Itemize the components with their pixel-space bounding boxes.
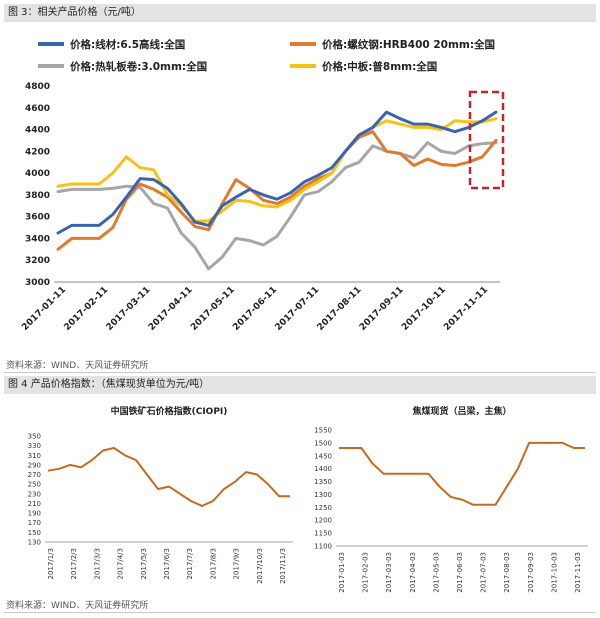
chart-legend: 价格:线材:6.5高线:全国 价格:螺纹钢:HRB400 20mm:全国价格:热轧…: [38, 38, 495, 73]
x-tick-label: 2017/11/3: [279, 548, 287, 584]
y-tick-label: 210: [28, 500, 41, 508]
x-tick-label: 2017-04-03: [409, 552, 417, 593]
y-tick-label: 290: [28, 461, 41, 469]
x-tick-label: 2017-05-03: [432, 552, 440, 593]
y-tick-label: 1200: [314, 517, 332, 525]
y-tick-label: 250: [28, 481, 41, 489]
y-tick-label: 4600: [25, 104, 50, 114]
x-tick-label: 2017-06-11: [231, 285, 279, 333]
x-tick-label: 2017/2/3: [70, 548, 78, 579]
series-line: [56, 117, 498, 223]
x-tick-label: 2017-11-03: [574, 552, 582, 593]
steel-price-line-chart: 价格:线材:6.5高线:全国 价格:螺纹钢:HRB400 20mm:全国价格:热轧…: [20, 38, 505, 333]
x-tick-label: 2017-08-03: [503, 552, 511, 593]
x-tick-label: 2017-09-11: [358, 285, 406, 333]
series-line: [339, 441, 585, 506]
y-tick-label: 330: [28, 442, 41, 450]
x-tick-label: 2017/1/3: [47, 548, 55, 579]
x-tick-label: 2017-07-11: [274, 285, 322, 333]
x-tick-label: 2017-03-11: [105, 285, 153, 333]
chart-series: [56, 110, 498, 271]
x-tick-label: 2017-11-11: [442, 285, 490, 333]
y-tick-label: 190: [28, 510, 41, 518]
x-tick-label: 2017-05-11: [189, 285, 237, 333]
legend-label: 价格:螺纹钢:HRB400 20mm:全国: [322, 38, 495, 51]
y-tick-label: 170: [28, 519, 41, 527]
series-line: [56, 141, 498, 271]
y-tick-label: 270: [28, 471, 41, 479]
y-tick-label: 1100: [314, 543, 332, 551]
y-tick-label: 1250: [314, 504, 332, 512]
x-tick-label: 2017/5/3: [140, 548, 148, 579]
x-tick-label: 2017-06-03: [456, 552, 464, 593]
y-tick-label: 4800: [25, 82, 50, 92]
coking-coal-spot-chart: 焦煤现货（吕梁，主焦） 1100 1150 1200 1250 1300 1350 1400 1…: [314, 405, 588, 593]
chart-title: 焦煤现货（吕梁，主焦）: [411, 405, 511, 417]
y-tick-label: 1450: [314, 452, 332, 460]
y-tick-label: 3200: [25, 256, 50, 266]
x-tick-label: 2017/9/3: [233, 548, 241, 579]
legend-label: 价格:热轧板卷:3.0mm:全国: [70, 60, 207, 73]
x-tick-label: 2017-09-03: [527, 552, 535, 593]
x-tick-label: 2017/10/3: [256, 548, 264, 584]
y-tick-label: 3600: [25, 213, 50, 223]
y-tick-label: 1550: [314, 427, 332, 435]
x-tick-label: 2017-10-03: [550, 552, 558, 593]
figure-3-source: 资料来源：WIND、天风证券研究所: [6, 361, 149, 371]
legend-label: 价格:线材:6.5高线:全国: [70, 38, 185, 51]
series-line: [56, 130, 498, 251]
y-tick-label: 350: [28, 433, 41, 441]
x-tick-label: 2017-07-03: [480, 552, 488, 593]
divider-bottom: [4, 612, 596, 613]
figure-4-header: 图 4 产品价格指数：（焦煤现货单位为元/吨）: [4, 376, 596, 394]
x-tick-label: 2017/3/3: [93, 548, 101, 579]
series-line: [56, 110, 498, 235]
divider: [4, 372, 596, 373]
chart-axes: 3000 3200 3400 3600 3800 4000 4200 4400 4600 4800…: [20, 82, 500, 333]
y-tick-label: 1500: [314, 439, 332, 447]
y-tick-label: 310: [28, 452, 41, 460]
x-tick-label: 2017/4/3: [117, 548, 125, 579]
x-tick-label: 2017/8/3: [209, 548, 217, 579]
y-tick-label: 1400: [314, 465, 332, 473]
series-line: [47, 447, 290, 507]
y-tick-label: 3000: [25, 278, 50, 288]
x-tick-label: 2017-01-03: [338, 552, 346, 593]
y-tick-label: 1150: [314, 530, 332, 538]
figure-4-source: 资料来源：WIND、天风证券研究所: [6, 601, 149, 611]
y-tick-label: 4000: [25, 169, 50, 179]
y-tick-label: 3400: [25, 234, 50, 244]
figure-3-header: 图 3：相关产品价格（元/吨）: [4, 4, 596, 22]
y-tick-label: 150: [28, 529, 41, 537]
y-tick-label: 4200: [25, 147, 50, 157]
y-tick-label: 4400: [25, 126, 50, 136]
x-tick-label: 2017-04-11: [147, 285, 195, 333]
x-tick-label: 2017-02-11: [63, 285, 111, 333]
x-tick-label: 2017/6/3: [163, 548, 171, 579]
y-tick-label: 1350: [314, 478, 332, 486]
x-tick-label: 2017-08-11: [316, 285, 364, 333]
highlight-box: [468, 90, 505, 190]
legend-label: 价格:中板:普8mm:全国: [322, 60, 437, 73]
x-tick-label: 2017-10-11: [400, 285, 448, 333]
x-tick-label: 2017/7/3: [186, 548, 194, 579]
x-tick-label: 2017-01-11: [20, 285, 68, 333]
y-tick-label: 1300: [314, 491, 332, 499]
y-tick-label: 130: [28, 539, 41, 547]
y-tick-label: 3800: [25, 191, 50, 201]
y-tick-label: 230: [28, 490, 41, 498]
x-tick-label: 2017-03-03: [385, 552, 393, 593]
chart-title: 中国铁矿石价格指数(CIOPI): [111, 405, 228, 417]
x-tick-label: 2017-02-03: [362, 552, 370, 593]
